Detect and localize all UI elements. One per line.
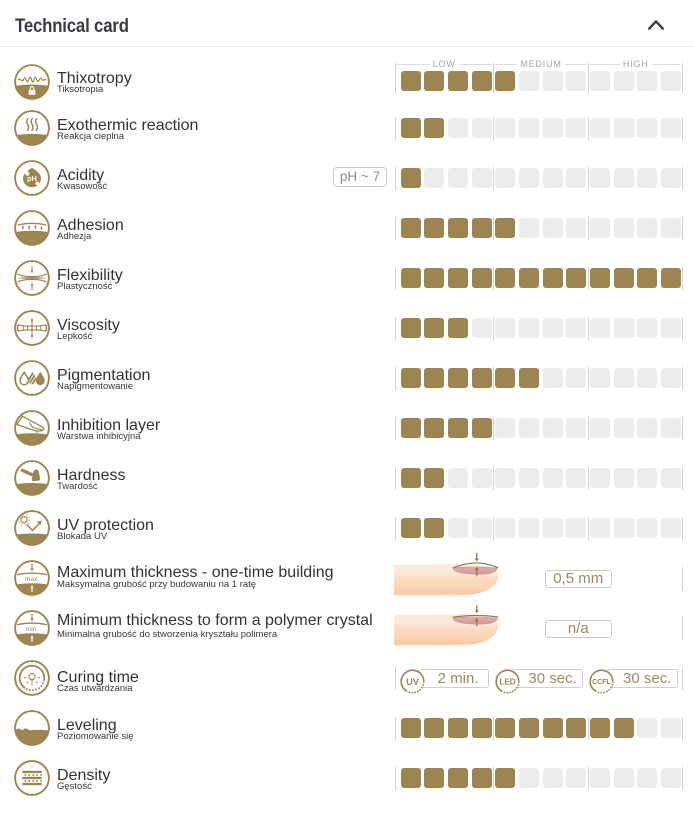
svg-text:LED: LED [499, 677, 515, 686]
svg-text:max.: max. [25, 576, 39, 583]
svg-text:pH: pH [27, 174, 37, 183]
svg-text:CCFL: CCFL [593, 679, 612, 686]
svg-text:min.: min. [26, 626, 39, 633]
svg-text:UV: UV [406, 677, 420, 687]
